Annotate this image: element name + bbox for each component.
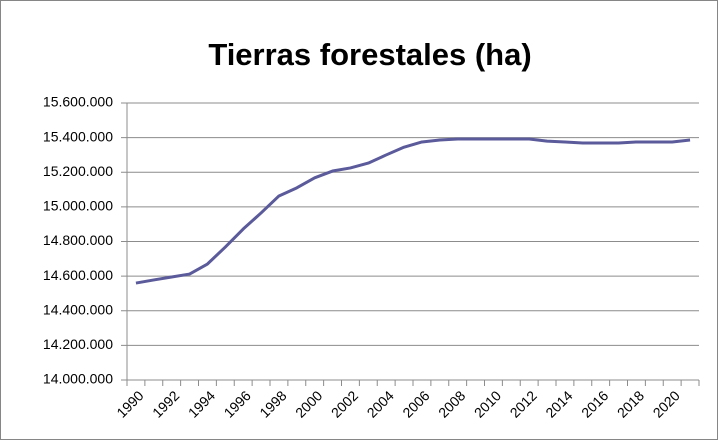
y-tick-label: 15.000.000 bbox=[43, 198, 113, 214]
chart-title: Tierras forestales (ha) bbox=[208, 37, 531, 72]
y-tick-label: 14.400.000 bbox=[43, 301, 113, 317]
y-tick-label: 15.600.000 bbox=[43, 94, 113, 110]
y-tick-label: 15.400.000 bbox=[43, 128, 113, 144]
data-line bbox=[135, 137, 691, 285]
y-tick-label: 14.000.000 bbox=[43, 371, 113, 387]
y-tick-label: 14.200.000 bbox=[43, 336, 113, 352]
y-tick-label: 14.600.000 bbox=[43, 267, 113, 283]
y-tick-label: 14.800.000 bbox=[43, 232, 113, 248]
y-tick-label: 15.200.000 bbox=[43, 163, 113, 179]
